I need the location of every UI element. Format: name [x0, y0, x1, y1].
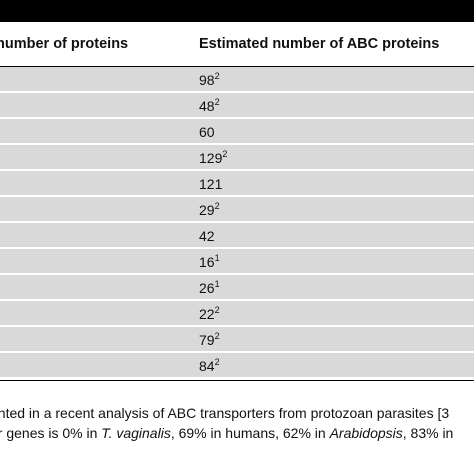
table-row: 60 — [0, 119, 474, 145]
table-row: 792 — [0, 327, 474, 353]
footnote-marker: 1 — [214, 253, 220, 263]
abc-count-cell: 792 — [199, 331, 220, 349]
abc-count-cell: 482 — [199, 97, 220, 115]
table-top-rule — [0, 0, 474, 22]
table-row: 161 — [0, 249, 474, 275]
abc-count-cell: 261 — [199, 279, 220, 297]
footnote-marker: 1 — [214, 279, 220, 289]
abc-count-cell: 121 — [199, 176, 223, 192]
abc-count-cell: 1292 — [199, 149, 228, 167]
abc-count-cell: 292 — [199, 201, 220, 219]
footnote-marker: 2 — [222, 149, 228, 159]
header-number-of-proteins: number of proteins — [0, 36, 129, 52]
footnote-marker: 2 — [214, 357, 220, 367]
table-row: 982 — [0, 67, 474, 93]
footnote-line-1: ented in a recent analysis of ABC transp… — [0, 405, 450, 421]
footnote-marker: 2 — [214, 305, 220, 315]
table-header: number of proteins Estimated number of A… — [0, 22, 474, 67]
abc-count-cell: 982 — [199, 71, 220, 89]
footnote-marker: 2 — [214, 71, 220, 81]
table-row: 842 — [0, 353, 474, 379]
abc-count-cell: 161 — [199, 253, 220, 271]
footnote-marker: 2 — [214, 201, 220, 211]
table-row: 261 — [0, 275, 474, 301]
table-row: 222 — [0, 301, 474, 327]
header-rule — [0, 66, 474, 67]
table-row: 292 — [0, 197, 474, 223]
footnote-marker: 2 — [214, 331, 220, 341]
footnote-line-2: er genes is 0% in T. vaginalis, 69% in h… — [0, 425, 454, 441]
table-row: 1292 — [0, 145, 474, 171]
table-body: 982 482 60 1292 121 292 42 161 261 222 7… — [0, 67, 474, 379]
abc-count-cell: 42 — [199, 228, 215, 244]
species-name: Arabidopsis — [329, 425, 403, 441]
abc-count-cell: 60 — [199, 124, 215, 140]
table-row: 121 — [0, 171, 474, 197]
header-estimated-abc-proteins: Estimated number of ABC proteins — [199, 36, 440, 52]
abc-count-cell: 842 — [199, 357, 220, 375]
table-bottom-rule — [0, 380, 474, 381]
table-row: 42 — [0, 223, 474, 249]
table-row: 482 — [0, 93, 474, 119]
footnote-marker: 2 — [214, 97, 220, 107]
abc-count-cell: 222 — [199, 305, 220, 323]
species-name: T. vaginalis — [101, 425, 171, 441]
